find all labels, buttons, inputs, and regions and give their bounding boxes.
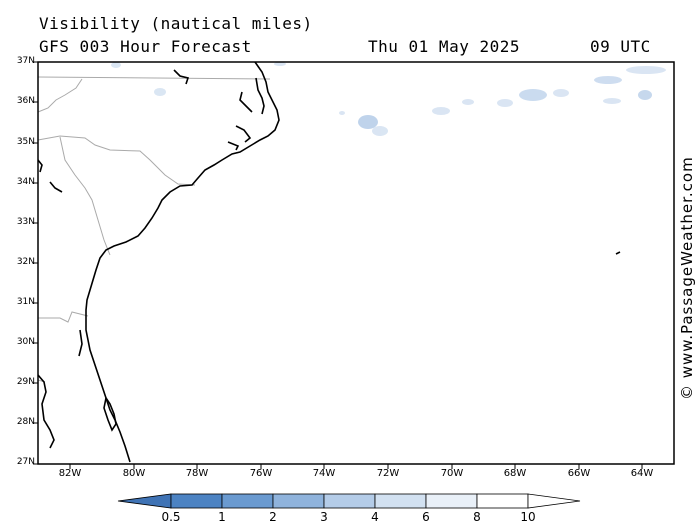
colorbar-label: 10 bbox=[520, 510, 536, 524]
map-title: Visibility (nautical miles) bbox=[39, 14, 313, 33]
forecast-label: GFS 003 Hour Forecast bbox=[39, 37, 252, 56]
colorbar-label: 6 bbox=[422, 510, 430, 524]
lat-label-30n: 30N bbox=[16, 337, 35, 347]
lon-label-66w: 66W bbox=[567, 468, 591, 479]
forecast-time: 09 UTC bbox=[590, 37, 651, 56]
lat-label-32n: 32N bbox=[16, 257, 35, 267]
lat-label-36n: 36N bbox=[16, 96, 35, 106]
lon-label-78w: 78W bbox=[185, 468, 209, 479]
state-borders bbox=[37, 76, 271, 383]
lat-label-31n: 31N bbox=[16, 297, 35, 307]
lon-label-64w: 64W bbox=[630, 468, 654, 479]
forecast-date: Thu 01 May 2025 bbox=[368, 37, 520, 56]
lon-label-74w: 74W bbox=[312, 468, 336, 479]
map-frame bbox=[37, 61, 675, 465]
lon-label-80w: 80W bbox=[122, 468, 146, 479]
lat-label-29n: 29N bbox=[16, 377, 35, 387]
lon-label-76w: 76W bbox=[249, 468, 273, 479]
colorbar-label: 0.5 bbox=[161, 510, 181, 524]
visibility-patches bbox=[111, 62, 666, 136]
colorbar-label: 3 bbox=[320, 510, 328, 524]
colorbar-label: 8 bbox=[473, 510, 481, 524]
colorbar-label: 2 bbox=[269, 510, 277, 524]
lat-label-37n: 37N bbox=[16, 56, 35, 66]
lat-label-27n: 27N bbox=[16, 457, 35, 467]
lon-label-82w: 82W bbox=[58, 468, 82, 479]
lon-label-68w: 68W bbox=[503, 468, 527, 479]
colorbar-label: 4 bbox=[371, 510, 379, 524]
colorbar bbox=[117, 493, 581, 509]
lat-label-33n: 33N bbox=[16, 217, 35, 227]
credit-text: © www.PassageWeather.com bbox=[678, 156, 696, 400]
lon-label-72w: 72W bbox=[376, 468, 400, 479]
coastline bbox=[37, 61, 621, 463]
lat-label-28n: 28N bbox=[16, 417, 35, 427]
lat-label-34n: 34N bbox=[16, 177, 35, 187]
lat-label-35n: 35N bbox=[16, 137, 35, 147]
lon-label-70w: 70W bbox=[440, 468, 464, 479]
colorbar-label: 1 bbox=[218, 510, 226, 524]
